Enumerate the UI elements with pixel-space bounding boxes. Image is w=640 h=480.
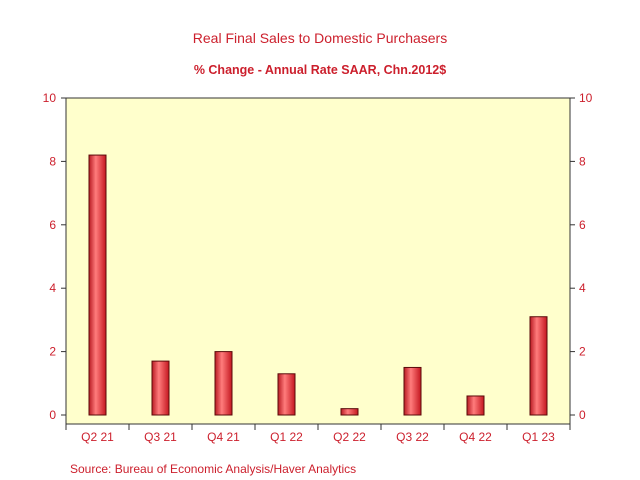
plot-area [65,97,571,425]
y-tick-label-left: 2 [49,345,56,359]
x-axis: Q2 21 Q3 21 Q4 21 Q1 22 Q2 22 Q3 22 Q4 22 Q1 23 [65,424,571,444]
x-tick-label: Q1 23 [522,430,555,444]
bars [88,154,548,416]
chart-title: Real Final Sales to Domestic Purchasers [192,30,448,46]
y-tick-label-right: 0 [579,408,586,422]
x-tick-label: Q2 21 [81,430,114,444]
x-tick-label: Q3 21 [144,430,177,444]
y-tick-label-left: 10 [43,91,57,105]
y-tick-label-right: 10 [579,91,593,105]
x-tick-label: Q3 22 [396,430,429,444]
bar-q3-21 [151,360,170,416]
y-tick-label-right: 8 [579,154,586,168]
y-tick-label-left: 8 [49,154,56,168]
y-tick-label-left: 6 [49,218,56,232]
x-tick-label: Q1 22 [270,430,303,444]
source-note: Source: Bureau of Economic Analysis/Have… [70,462,357,476]
bar-q1-22 [277,373,296,416]
y-tick-label-left: 4 [49,281,56,295]
bar-q4-21 [214,351,233,416]
x-tick-label: Q2 22 [333,430,366,444]
y-tick-label-left: 0 [49,408,56,422]
x-tick-label: Q4 22 [459,430,492,444]
bar-q4-22 [466,395,485,416]
bar-q2-21 [88,154,107,416]
bar-q2-22 [340,408,359,416]
bar-q3-22 [403,366,422,416]
y-axis-right: 0 2 4 6 8 10 [570,91,593,422]
y-tick-label-right: 2 [579,345,586,359]
y-tick-label-right: 6 [579,218,586,232]
y-axis-left: 0 2 4 6 8 10 [43,91,66,422]
bar-q1-23 [529,316,548,416]
y-tick-label-right: 4 [579,281,586,295]
chart-subtitle: % Change - Annual Rate SAAR, Chn.2012$ [193,63,447,77]
x-tick-label: Q4 21 [207,430,240,444]
